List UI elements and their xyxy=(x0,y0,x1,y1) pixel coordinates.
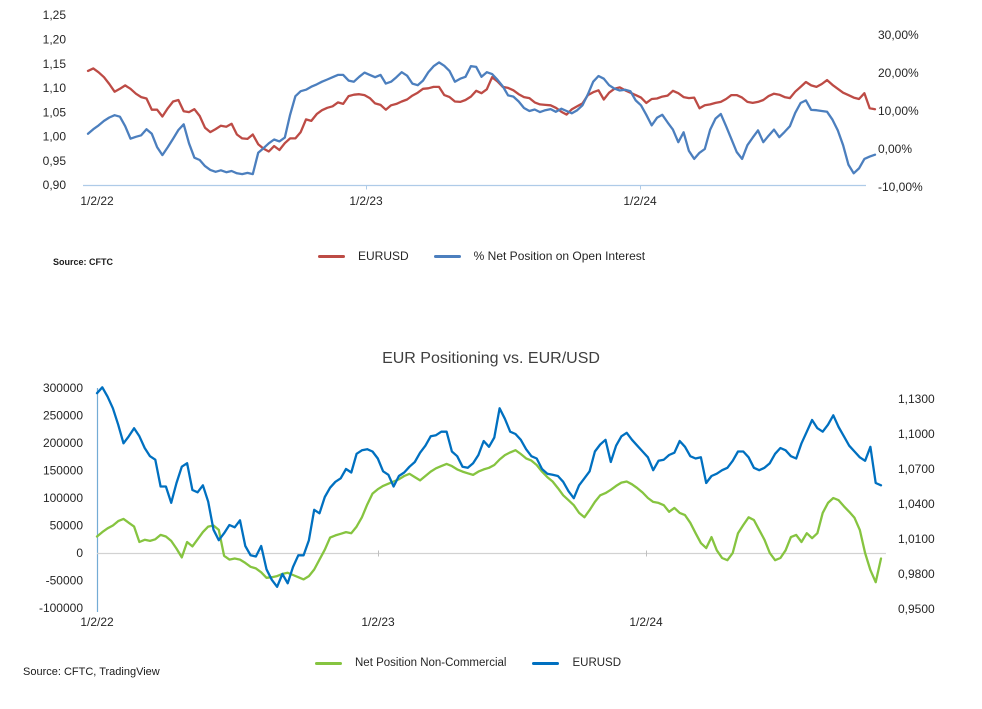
y-axis-left-tick-label: 0,95 xyxy=(43,154,67,168)
y-axis-left-tick-label: 1,05 xyxy=(43,105,67,119)
y-axis-left-tick-label: 200000 xyxy=(43,436,83,450)
y-axis-right-tick-label: 10,00% xyxy=(878,104,919,118)
series-line-net-position-non-commercial xyxy=(95,449,883,584)
y-axis-right-tick-label: 1,1300 xyxy=(898,392,935,406)
y-axis-left-tick-label: 0,90 xyxy=(43,178,67,192)
legend-label-eurusd: EURUSD xyxy=(358,249,409,263)
y-axis-right-tick-label: 20,00% xyxy=(878,66,919,80)
x-axis-tick-label: 1/2/23 xyxy=(361,615,395,629)
chart-bottom-title: EUR Positioning vs. EUR/USD xyxy=(382,350,600,367)
y-axis-right-tick-label: 0,9800 xyxy=(898,567,935,581)
y-axis-left-tick-label: 1,25 xyxy=(43,8,67,22)
legend-swatch-net-position-noncommercial xyxy=(315,661,342,665)
chart-bottom-canvas: 300000 250000 200000 150000 100000 50000 0 -500… xyxy=(39,381,935,629)
y-axis-right-tick-label: 30,00% xyxy=(878,28,919,42)
y-axis-left-tick-label: 150000 xyxy=(43,464,83,478)
legend-label-eurusd-bottom: EURUSD xyxy=(572,657,622,669)
legend-swatch-eurusd xyxy=(318,254,345,258)
x-axis-tick-label: 1/2/22 xyxy=(80,615,114,629)
y-axis-left-tick-label: 100000 xyxy=(43,491,83,505)
x-axis-tick-label: 1/2/24 xyxy=(629,615,663,629)
legend-item-net-position-pct: % Net Position on Open Interest xyxy=(433,249,646,263)
y-axis-left-tick-label: 1,10 xyxy=(43,81,67,95)
y-axis-right-tick-label: 1,0700 xyxy=(898,462,935,476)
y-axis-left-tick-label: 50000 xyxy=(50,519,84,533)
y-axis-left-tick-label: 1,15 xyxy=(43,57,67,71)
x-axis-tick-label: 1/2/24 xyxy=(623,194,657,208)
y-axis-left-tick-label: 1,00 xyxy=(43,130,67,144)
y-axis-right-tick-label: 0,00% xyxy=(878,142,912,156)
chart-top-canvas: 1,25 1,20 1,15 1,10 1,05 1,00 0,95 0,90 30,00% 20… xyxy=(43,8,923,208)
y-axis-right-tick-label: -10,00% xyxy=(878,180,923,194)
source-note-bottom: Source: CFTC, TradingView xyxy=(23,666,160,678)
legend-item-net-position-noncommercial: Net Position Non-Commercial xyxy=(315,657,506,669)
y-axis-right-tick-label: 1,0100 xyxy=(898,532,935,546)
y-axis-right-tick-label: 1,0400 xyxy=(898,497,935,511)
legend-swatch-eurusd-bottom xyxy=(532,661,560,665)
y-axis-left-tick-label: -50000 xyxy=(46,574,84,588)
chart-top-legend: EURUSD % Net Position on Open Interest xyxy=(318,249,645,263)
series-line-eurusd xyxy=(86,67,877,153)
legend-label-net-position-noncommercial: Net Position Non-Commercial xyxy=(355,657,507,669)
legend-item-eurusd: EURUSD xyxy=(318,249,409,263)
y-axis-left-tick-label: 300000 xyxy=(43,381,83,395)
y-axis-left-tick-label: 250000 xyxy=(43,409,83,423)
y-axis-right-tick-label: 1,1000 xyxy=(898,427,935,441)
legend-item-eurusd-bottom: EURUSD xyxy=(532,657,621,669)
chart-bottom-legend: Net Position Non-Commercial EURUSD xyxy=(315,657,621,669)
x-axis-tick-label: 1/2/23 xyxy=(349,194,383,208)
legend-label-net-position-pct: % Net Position on Open Interest xyxy=(473,249,646,263)
legend-swatch-net-position-pct xyxy=(433,254,461,258)
source-note-top: Source: CFTC xyxy=(53,257,114,267)
y-axis-left-tick-label: 1,20 xyxy=(43,33,67,47)
x-axis-tick-label: 1/2/22 xyxy=(80,194,114,208)
series-line--net-position-on-open-interest xyxy=(86,61,877,176)
series-line-eurusd xyxy=(95,386,883,588)
y-axis-right-tick-label: 0,9500 xyxy=(898,602,935,616)
y-axis-left-tick-label: 0 xyxy=(76,546,83,560)
y-axis-left-tick-label: -100000 xyxy=(39,601,83,615)
